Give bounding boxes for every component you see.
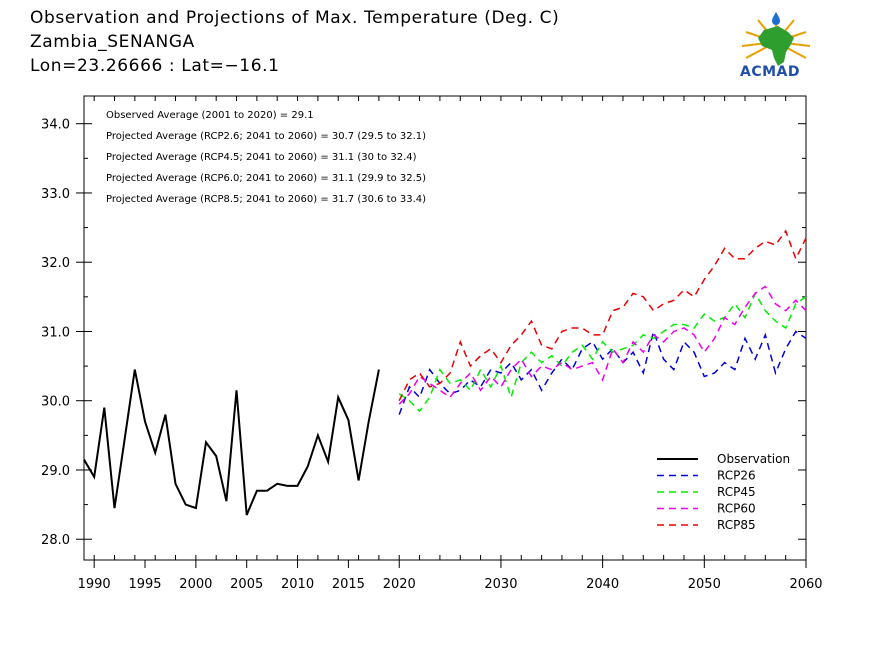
- legend-label-rcp60: RCP60: [717, 502, 756, 516]
- x-tick-label: 2000: [179, 577, 212, 592]
- series-line-rcp60: [398, 285, 807, 405]
- legend-label-rcp85: RCP85: [717, 518, 756, 532]
- y-tick-label: 34.0: [41, 118, 70, 133]
- x-tick-label: 2005: [230, 577, 263, 592]
- legend-label-rcp26: RCP26: [717, 469, 756, 483]
- series-line-rcp26: [398, 328, 807, 415]
- annotation-line: Projected Average (RCP6.0; 2041 to 2060)…: [106, 173, 426, 184]
- legend-label-rcp45: RCP45: [717, 485, 756, 499]
- series-line-rcp85: [398, 229, 807, 402]
- chart-title: Observation and Projections of Max. Temp…: [30, 8, 560, 28]
- y-tick-label: 29.0: [41, 464, 70, 479]
- x-tick-label: 2040: [586, 577, 619, 592]
- plot-frame: [83, 95, 807, 561]
- annotation-line: Observed Average (2001 to 2020) = 29.1: [106, 110, 314, 121]
- acmad-logo: [738, 8, 818, 88]
- annotation-line: Projected Average (RCP2.6; 2041 to 2060)…: [106, 131, 426, 142]
- series-line-observation: [83, 369, 380, 516]
- x-tick-label: 2030: [484, 577, 517, 592]
- x-tick-label: 2060: [789, 577, 822, 592]
- y-tick-label: 30.0: [41, 395, 70, 410]
- coordinates-label: Lon=23.26666 : Lat=−16.1: [30, 56, 280, 76]
- annotation-line: Projected Average (RCP8.5; 2041 to 2060)…: [106, 194, 426, 205]
- x-tick-label: 1990: [78, 577, 111, 592]
- x-tick-label: 2050: [688, 577, 721, 592]
- series-line-rcp45: [398, 291, 807, 413]
- y-tick-label: 32.0: [41, 256, 70, 271]
- logo-text: ACMAD: [740, 64, 800, 80]
- africa-sun-icon: [741, 12, 811, 66]
- x-tick-label: 1995: [128, 577, 161, 592]
- legend-label-observation: Observation: [717, 452, 790, 466]
- y-tick-label: 28.0: [41, 533, 70, 548]
- x-tick-label: 2015: [332, 577, 365, 592]
- annotation-line: Projected Average (RCP4.5; 2041 to 2060)…: [106, 152, 417, 163]
- x-tick-label: 2010: [281, 577, 314, 592]
- y-tick-label: 33.0: [41, 187, 70, 202]
- x-tick-label: 2020: [383, 577, 416, 592]
- location-name: Zambia_SENANGA: [30, 32, 195, 52]
- y-tick-label: 31.0: [41, 325, 70, 340]
